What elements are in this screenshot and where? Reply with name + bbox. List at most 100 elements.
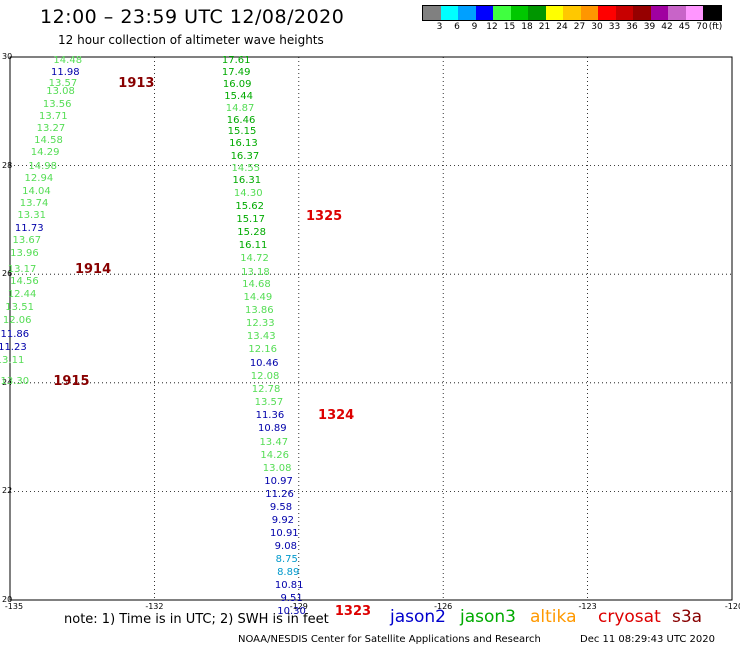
legend-altika: altika (530, 607, 577, 627)
wave-height-value: 13.56 (42, 98, 72, 110)
wave-height-value: 14.55 (231, 163, 261, 175)
color-scale-tick: 15 (503, 22, 516, 32)
color-scale-tick: 30 (591, 22, 603, 32)
wave-height-value: 13.67 (12, 235, 42, 247)
color-scale-tick: 70 (696, 22, 708, 32)
color-scale-tick: 3 (436, 22, 443, 32)
pass-number-label: 1915 (53, 374, 90, 390)
color-scale-tick: 27 (573, 22, 586, 32)
wave-height-value: 11.36 (255, 410, 285, 422)
color-scale-bar (422, 5, 722, 21)
map-title: 12:00 – 23:59 UTC 12/08/2020 (40, 6, 345, 28)
latitude-tick-label: 20 (2, 595, 13, 604)
wave-height-value: 17.61 (221, 55, 251, 67)
credit-text: NOAA/NESDIS Center for Satellite Applica… (238, 634, 541, 645)
legend-jason3: jason3 (460, 607, 516, 627)
wave-height-value: 13.18 (241, 267, 270, 279)
color-scale-tick: 42 (661, 22, 673, 32)
wave-height-value: 10.89 (257, 423, 287, 435)
wave-height-value: 9.58 (269, 501, 293, 513)
wave-height-value: 16.46 (226, 115, 256, 127)
wave-height-value: 9.92 (271, 514, 295, 526)
wave-height-value: 11.23 (0, 342, 27, 354)
wave-height-value: 14.98 (28, 160, 58, 172)
longitude-tick-label: -126 (434, 602, 453, 611)
footer-note: note: 1) Time is in UTC; 2) SWH is in fe… (64, 612, 329, 627)
wave-height-value: 8.89 (277, 566, 300, 578)
color-scale-tick: 12 (486, 22, 498, 32)
wave-height-value: 13.17 (7, 264, 37, 276)
wave-height-value: 13.57 (48, 78, 78, 90)
color-scale-tick: 18 (521, 22, 533, 32)
color-scale-tick: 24 (556, 22, 568, 32)
color-swatch-14 (668, 6, 686, 20)
legend-cryosat: cryosat (598, 607, 661, 627)
wave-height-value: 14.72 (240, 252, 269, 264)
wave-height-value: 12.16 (248, 344, 278, 356)
wave-height-value: 16.37 (230, 150, 260, 162)
color-scale-tick: 6 (454, 22, 460, 32)
color-scale-labels: 3 6 9 12 15 18 21 24 27 30 33 36 39 42 45 70 (ft) (422, 22, 737, 34)
wave-height-value: 12.78 (251, 383, 281, 395)
wave-height-value: 13.71 (38, 110, 68, 122)
longitude-tick-label: -129 (289, 602, 308, 611)
wave-height-value: 11.98 (51, 66, 80, 78)
wave-height-value: 13.43 (246, 331, 276, 343)
wave-height-value: 13.57 (254, 396, 284, 408)
legend-jason2: jason2 (390, 607, 446, 627)
wave-height-value: 13.11 (0, 355, 25, 367)
wave-height-value: 13.31 (17, 210, 46, 222)
wave-height-value: 13.47 (259, 436, 289, 448)
wave-height-value: 12.33 (245, 318, 275, 330)
map-subtitle: 12 hour collection of altimeter wave hei… (58, 33, 324, 47)
wave-height-value: 12.44 (7, 288, 37, 300)
wave-height-value: 13.27 (36, 122, 66, 134)
color-scale-tick: 21 (538, 22, 551, 32)
color-scale-tick: 39 (643, 22, 656, 32)
color-swatch-3 (475, 6, 493, 20)
color-swatch-0 (423, 6, 441, 20)
timestamp-text: Dec 11 08:29:43 UTC 2020 (580, 634, 715, 645)
longitude-tick-label: -132 (145, 602, 164, 611)
wave-height-value: 10.91 (270, 527, 299, 539)
color-scale-tick: 9 (471, 22, 478, 32)
wave-height-value: 14.56 (10, 275, 39, 287)
wave-height-value: 13.51 (5, 301, 34, 313)
color-swatch-5 (510, 6, 528, 20)
legend-s3a: s3a (672, 607, 703, 627)
wave-height-value: 16.09 (222, 78, 252, 90)
wave-height-value: 15.17 (236, 213, 265, 225)
wave-height-value: 11.73 (14, 222, 44, 234)
wave-height-value: 14.04 (22, 185, 51, 197)
color-swatch-15 (685, 6, 703, 20)
color-scale-tick: 33 (608, 22, 621, 32)
latitude-tick-label: 30 (2, 52, 13, 61)
wave-height-value: 15.28 (237, 226, 266, 238)
wave-height-value: 14.49 (243, 292, 273, 304)
wave-height-value: 12.94 (24, 172, 54, 184)
color-swatch-7 (545, 6, 563, 20)
wave-height-value: 16.11 (238, 239, 268, 251)
wave-height-value: 10.97 (264, 475, 293, 487)
pass-number-label: 1913 (118, 76, 155, 92)
latitude-tick-label: 26 (2, 269, 13, 279)
wave-height-value: 12.06 (2, 314, 32, 326)
color-scale-tick: 45 (678, 22, 691, 32)
wave-height-value: 10.46 (249, 357, 279, 369)
color-swatch-13 (650, 6, 668, 20)
wave-height-value: 14.29 (30, 146, 60, 158)
wave-height-value: 10.81 (274, 579, 304, 591)
wave-height-value: 12.08 (250, 370, 280, 382)
wave-height-value: 15.44 (224, 90, 253, 102)
wave-height-value: 17.49 (221, 66, 251, 78)
wave-height-value: 13.86 (245, 305, 274, 317)
wave-height-value: 16.13 (229, 138, 258, 150)
longitude-tick-label: -123 (578, 602, 597, 611)
pass-number-label: 1325 (306, 209, 343, 225)
color-swatch-4 (493, 6, 511, 20)
color-scale-tick: 36 (626, 22, 638, 32)
map-frame (9, 56, 733, 601)
color-swatch-12 (633, 6, 651, 20)
wave-height-value: 14.58 (34, 134, 63, 146)
